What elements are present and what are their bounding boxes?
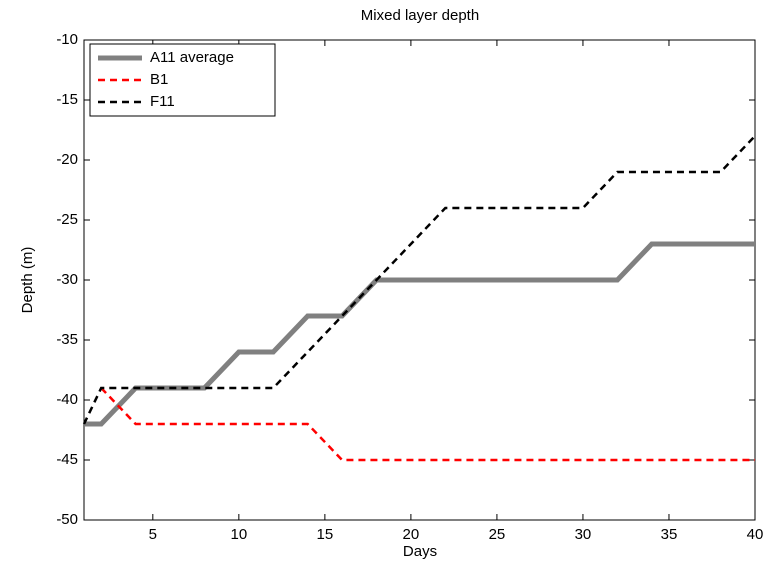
y-tick-label: -15 xyxy=(56,91,78,108)
x-tick-label: 30 xyxy=(575,526,592,543)
x-tick-label: 5 xyxy=(149,526,157,543)
chart-title: Mixed layer depth xyxy=(361,7,479,24)
series-line xyxy=(82,135,756,425)
y-tick-label: -40 xyxy=(56,391,78,408)
x-axis-label: Days xyxy=(403,543,437,560)
y-tick-label: -50 xyxy=(56,511,78,528)
x-tick-label: 10 xyxy=(231,526,248,543)
x-tick-label: 15 xyxy=(317,526,334,543)
x-tick-label: 20 xyxy=(403,526,420,543)
y-tick-label: -25 xyxy=(56,211,78,228)
y-tick-label: -30 xyxy=(56,271,78,288)
y-tick-label: -35 xyxy=(56,331,78,348)
legend-label: F11 xyxy=(150,93,175,110)
series-line xyxy=(100,387,755,462)
x-tick-label: 25 xyxy=(489,526,506,543)
legend-label: A11 average xyxy=(150,49,234,66)
y-axis-label: Depth (m) xyxy=(19,247,36,314)
y-tick-label: -20 xyxy=(56,151,78,168)
series-line xyxy=(84,241,755,427)
y-tick-label: -45 xyxy=(56,451,78,468)
x-tick-label: 40 xyxy=(747,526,764,543)
x-tick-label: 35 xyxy=(661,526,678,543)
legend-label: B1 xyxy=(150,71,168,88)
y-tick-label: -10 xyxy=(56,31,78,48)
